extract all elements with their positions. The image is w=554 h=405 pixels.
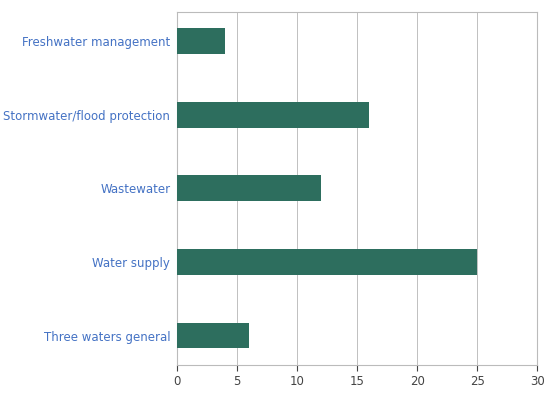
Bar	[177, 28, 225, 54]
Bar	[177, 323, 249, 348]
Bar	[177, 175, 321, 201]
Bar	[177, 249, 478, 275]
Bar	[177, 102, 370, 128]
